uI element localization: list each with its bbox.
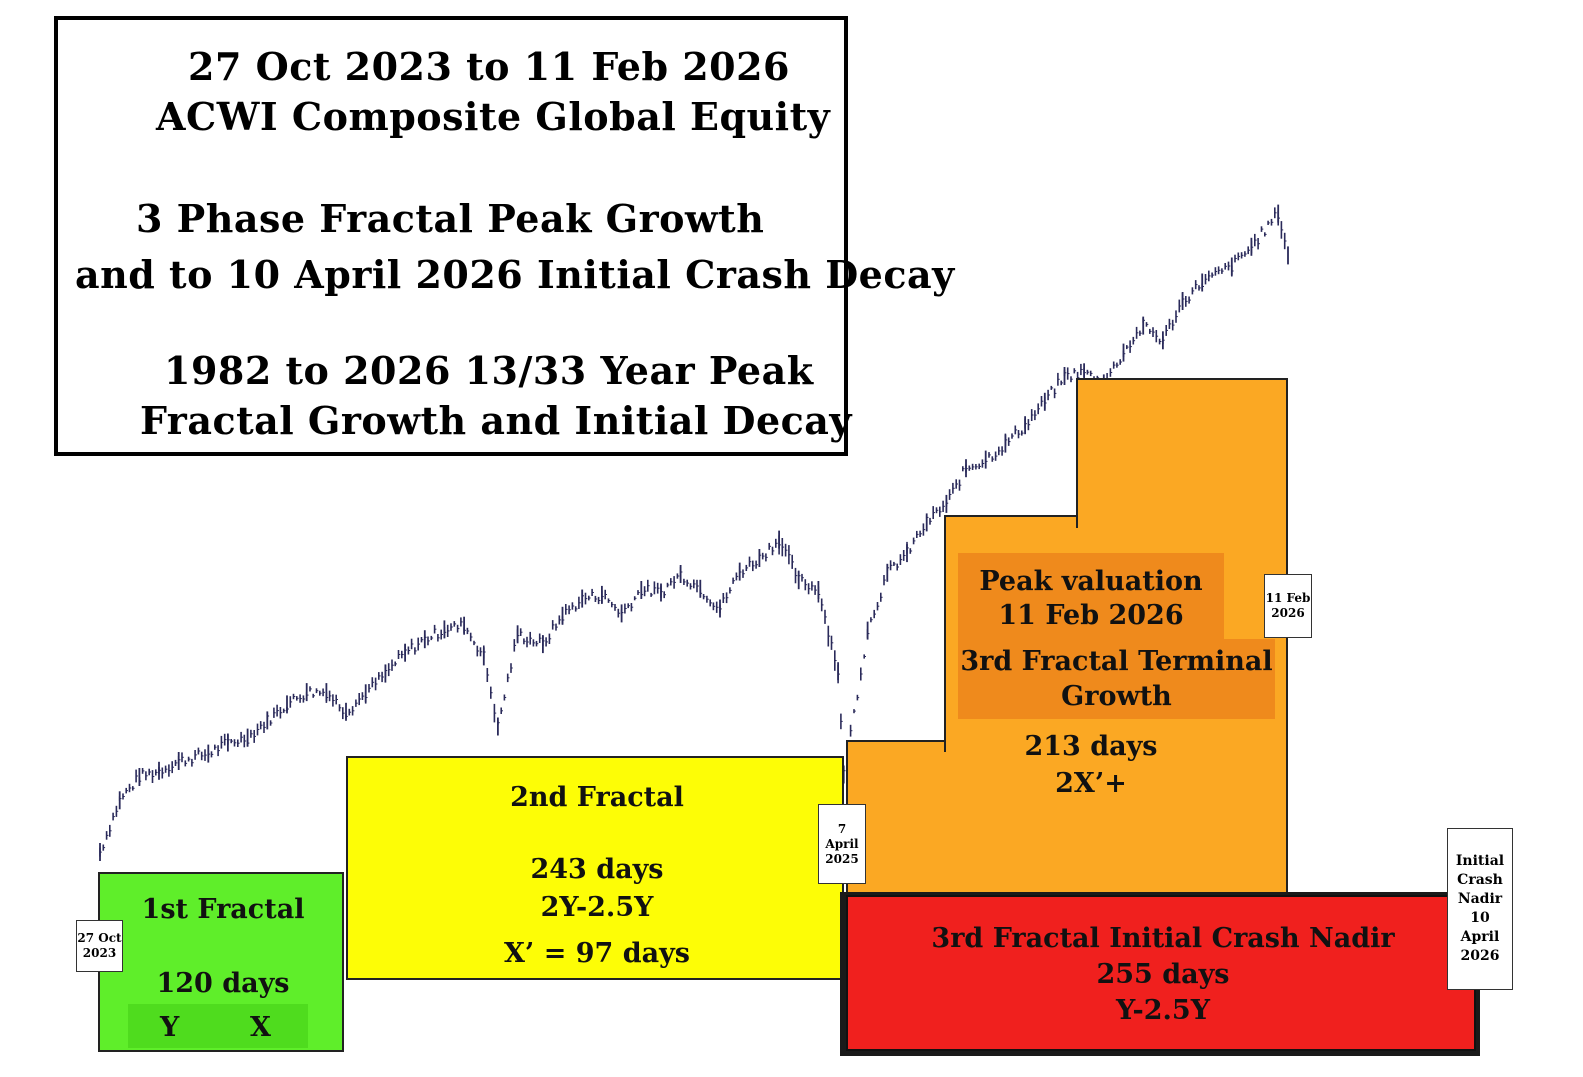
nadir-line-2: Crash	[1457, 872, 1503, 888]
first-fractal-title: 1st Fractal	[141, 894, 305, 925]
start-date-line-1: 27 Oct	[77, 931, 122, 945]
april-2025-line-1: 7	[837, 821, 847, 836]
second-fractal-title: 2nd Fractal	[510, 782, 684, 813]
nadir-line-5: April	[1460, 929, 1500, 945]
title-line-6: Fractal Growth and Initial Decay	[140, 398, 853, 443]
peak-valuation-band	[958, 553, 1224, 639]
third-growth-fill-top	[1078, 390, 1286, 540]
third-crash-ratio: Y-2.5Y	[1115, 995, 1210, 1026]
third-growth-fill-low	[848, 752, 1286, 892]
title-line-1: 27 Oct 2023 to 11 Feb 2026	[188, 44, 790, 89]
peak-date-line-2: 2026	[1271, 606, 1305, 620]
april-2025-line-3: 2025	[825, 851, 859, 866]
first-fractal-days: 120 days	[156, 968, 290, 999]
third-growth-title-2: Growth	[1061, 681, 1172, 712]
nadir-line-1: Initial	[1455, 853, 1505, 869]
third-crash-box: 3rd Fractal Initial Crash Nadir 255 days…	[846, 895, 1476, 1051]
title-line-2: ACWI Composite Global Equity	[156, 94, 831, 139]
third-growth-title-1: 3rd Fractal Terminal	[960, 646, 1273, 677]
third-crash-title: 3rd Fractal Initial Crash Nadir	[931, 923, 1395, 954]
nadir-date-marker: Initial Crash Nadir 10 April 2026	[1447, 828, 1513, 990]
april-2025-marker: 7 April 2025	[818, 804, 866, 884]
second-fractal-ratio: 2Y-2.5Y	[540, 892, 654, 923]
nadir-line-4: 10	[1470, 910, 1490, 926]
peak-date-line-1: 11 Feb	[1265, 591, 1311, 605]
start-date-line-2: 2023	[82, 946, 117, 960]
third-growth-days: 213 days	[1024, 731, 1158, 762]
title-box: 27 Oct 2023 to 11 Feb 2026 ACWI Composit…	[54, 16, 954, 456]
april-2025-line-2: April	[825, 836, 859, 851]
peak-valuation-label: Peak valuation	[979, 566, 1203, 597]
first-fractal-x-label: X	[250, 1012, 271, 1043]
start-date-marker: 27 Oct 2023	[76, 920, 123, 972]
third-growth-ratio: 2X’+	[1055, 768, 1127, 799]
title-line-4: and to 10 April 2026 Initial Crash Decay	[75, 252, 955, 297]
peak-valuation-date: 11 Feb 2026	[998, 600, 1184, 631]
second-fractal-x-prime: X’ = 97 days	[503, 938, 690, 969]
title-line-3: 3 Phase Fractal Peak Growth	[136, 196, 765, 241]
first-fractal-yx-band	[128, 1004, 308, 1048]
nadir-line-3: Nadir	[1457, 891, 1503, 907]
second-fractal-days: 243 days	[530, 854, 664, 885]
peak-date-marker: 11 Feb 2026	[1264, 574, 1312, 638]
terminal-growth-band	[958, 639, 1275, 719]
third-crash-days: 255 days	[1096, 959, 1230, 990]
title-line-5: 1982 to 2026 13/33 Year Peak	[164, 348, 814, 393]
second-fractal-box: 2nd Fractal 243 days 2Y-2.5Y X’ = 97 day…	[346, 756, 844, 980]
first-fractal-y-label: Y	[160, 1012, 180, 1043]
nadir-line-6: 2026	[1460, 948, 1500, 964]
first-fractal-box: 1st Fractal 120 days Y X	[98, 872, 344, 1052]
